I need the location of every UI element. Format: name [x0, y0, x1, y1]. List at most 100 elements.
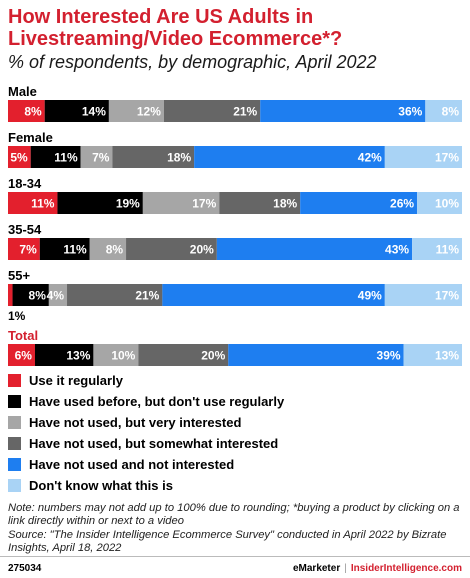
data-label: 26%	[390, 197, 414, 211]
data-label: 7%	[92, 151, 110, 165]
bar-segment	[57, 192, 143, 214]
data-label: 11%	[54, 151, 78, 165]
category-label: Female	[8, 130, 53, 145]
bar-segment	[30, 146, 81, 168]
bar-segment	[89, 238, 127, 260]
legend-item: Don't know what this is	[8, 475, 284, 496]
data-label: 39%	[377, 349, 401, 363]
legend-item: Use it regularly	[8, 370, 284, 391]
bar-segment	[194, 146, 385, 168]
data-label: 18%	[273, 197, 297, 211]
data-label: 11%	[31, 197, 55, 211]
bar-segment	[8, 238, 40, 260]
bar-segment	[216, 238, 413, 260]
bar-segment	[403, 344, 462, 366]
bar-segment	[425, 100, 462, 122]
bar-segment	[80, 146, 113, 168]
bar-segment	[112, 146, 195, 168]
data-label: 4%	[47, 289, 65, 303]
data-label: 1%	[8, 309, 26, 323]
category-label: Total	[8, 328, 38, 343]
legend-label: Have used before, but don't use regularl…	[29, 394, 285, 409]
bar-segment	[67, 284, 163, 306]
bar-segment	[138, 344, 229, 366]
legend: Use it regularly Have used before, but do…	[8, 370, 284, 496]
bar-segment	[93, 344, 139, 366]
chart-title: How Interested Are US Adults in Livestre…	[8, 6, 343, 50]
data-label: 17%	[192, 197, 216, 211]
chart-subtitle: % of respondents, by demographic, April …	[8, 52, 377, 72]
legend-label: Use it regularly	[29, 373, 123, 388]
legend-item: Have not used and not interested	[8, 454, 284, 475]
data-label: 42%	[358, 151, 382, 165]
notes: Note: numbers may not add up to 100% due…	[8, 502, 466, 556]
bar-segment	[417, 192, 462, 214]
data-label: 21%	[233, 105, 257, 119]
data-label: 6%	[15, 349, 33, 363]
bar-segment	[384, 284, 462, 306]
brand-separator: |	[344, 563, 347, 574]
bar-segment	[8, 146, 31, 168]
legend-item: Have used before, but don't use regularl…	[8, 391, 284, 412]
data-label: 8%	[106, 243, 124, 257]
data-label: 19%	[116, 197, 140, 211]
bar-segment	[108, 100, 164, 122]
legend-label: Have not used, but very interested	[29, 415, 242, 430]
data-label: 5%	[10, 151, 28, 165]
data-label: 8%	[24, 105, 42, 119]
data-label: 49%	[358, 289, 382, 303]
legend-item: Have not used, but somewhat interested	[8, 433, 284, 454]
brand-line: eMarketer | InsiderIntelligence.com	[293, 563, 462, 574]
data-label: 10%	[435, 197, 459, 211]
bar-segment	[12, 284, 49, 306]
bar-segment	[34, 344, 94, 366]
legend-swatch	[8, 416, 21, 429]
data-label: 11%	[63, 243, 87, 257]
brand-site: InsiderIntelligence.com	[350, 563, 462, 574]
legend-swatch	[8, 458, 21, 471]
bar-segment	[384, 146, 462, 168]
legend-label: Have not used, but somewhat interested	[29, 436, 279, 451]
category-label: Male	[8, 84, 37, 99]
category-label: 18-34	[8, 176, 42, 191]
data-label: 17%	[435, 151, 459, 165]
bar-segment	[8, 100, 45, 122]
bar-segment	[142, 192, 220, 214]
bar-segment	[8, 284, 13, 306]
bar-segment	[48, 284, 68, 306]
legend-item: Have not used, but very interested	[8, 412, 284, 433]
data-label: 14%	[82, 105, 106, 119]
category-label: 55+	[8, 268, 30, 283]
category-label: 35-54	[8, 222, 42, 237]
bar-segment	[300, 192, 418, 214]
bar-segment	[39, 238, 90, 260]
brand-name: eMarketer	[292, 563, 341, 574]
data-label: 18%	[167, 151, 191, 165]
data-label: 43%	[385, 243, 409, 257]
footer: 275034 eMarketer | InsiderIntelligence.com	[0, 556, 470, 578]
source-text: Source: "The Insider Intelligence Ecomme…	[8, 528, 447, 555]
data-label: 10%	[111, 349, 135, 363]
data-label: 20%	[201, 349, 225, 363]
title-block: How Interested Are US Adults in Livestre…	[8, 6, 464, 73]
data-label: 21%	[135, 289, 159, 303]
bar-segment	[126, 238, 217, 260]
data-label: 17%	[435, 289, 459, 303]
data-label: 11%	[436, 243, 460, 257]
data-label: 20%	[190, 243, 214, 257]
data-label: 36%	[398, 105, 422, 119]
data-label: 13%	[66, 349, 90, 363]
legend-swatch	[8, 395, 21, 408]
data-label: 12%	[137, 105, 161, 119]
data-label: 13%	[435, 349, 459, 363]
legend-swatch	[8, 437, 21, 450]
legend-swatch	[8, 374, 21, 387]
data-label: 8%	[29, 289, 47, 303]
bar-segment	[228, 344, 404, 366]
bar-segment	[44, 100, 109, 122]
data-label: 7%	[19, 243, 37, 257]
bar-segment	[8, 192, 58, 214]
bar-segment	[412, 238, 462, 260]
bar-segment	[163, 100, 261, 122]
bar-segment	[219, 192, 301, 214]
